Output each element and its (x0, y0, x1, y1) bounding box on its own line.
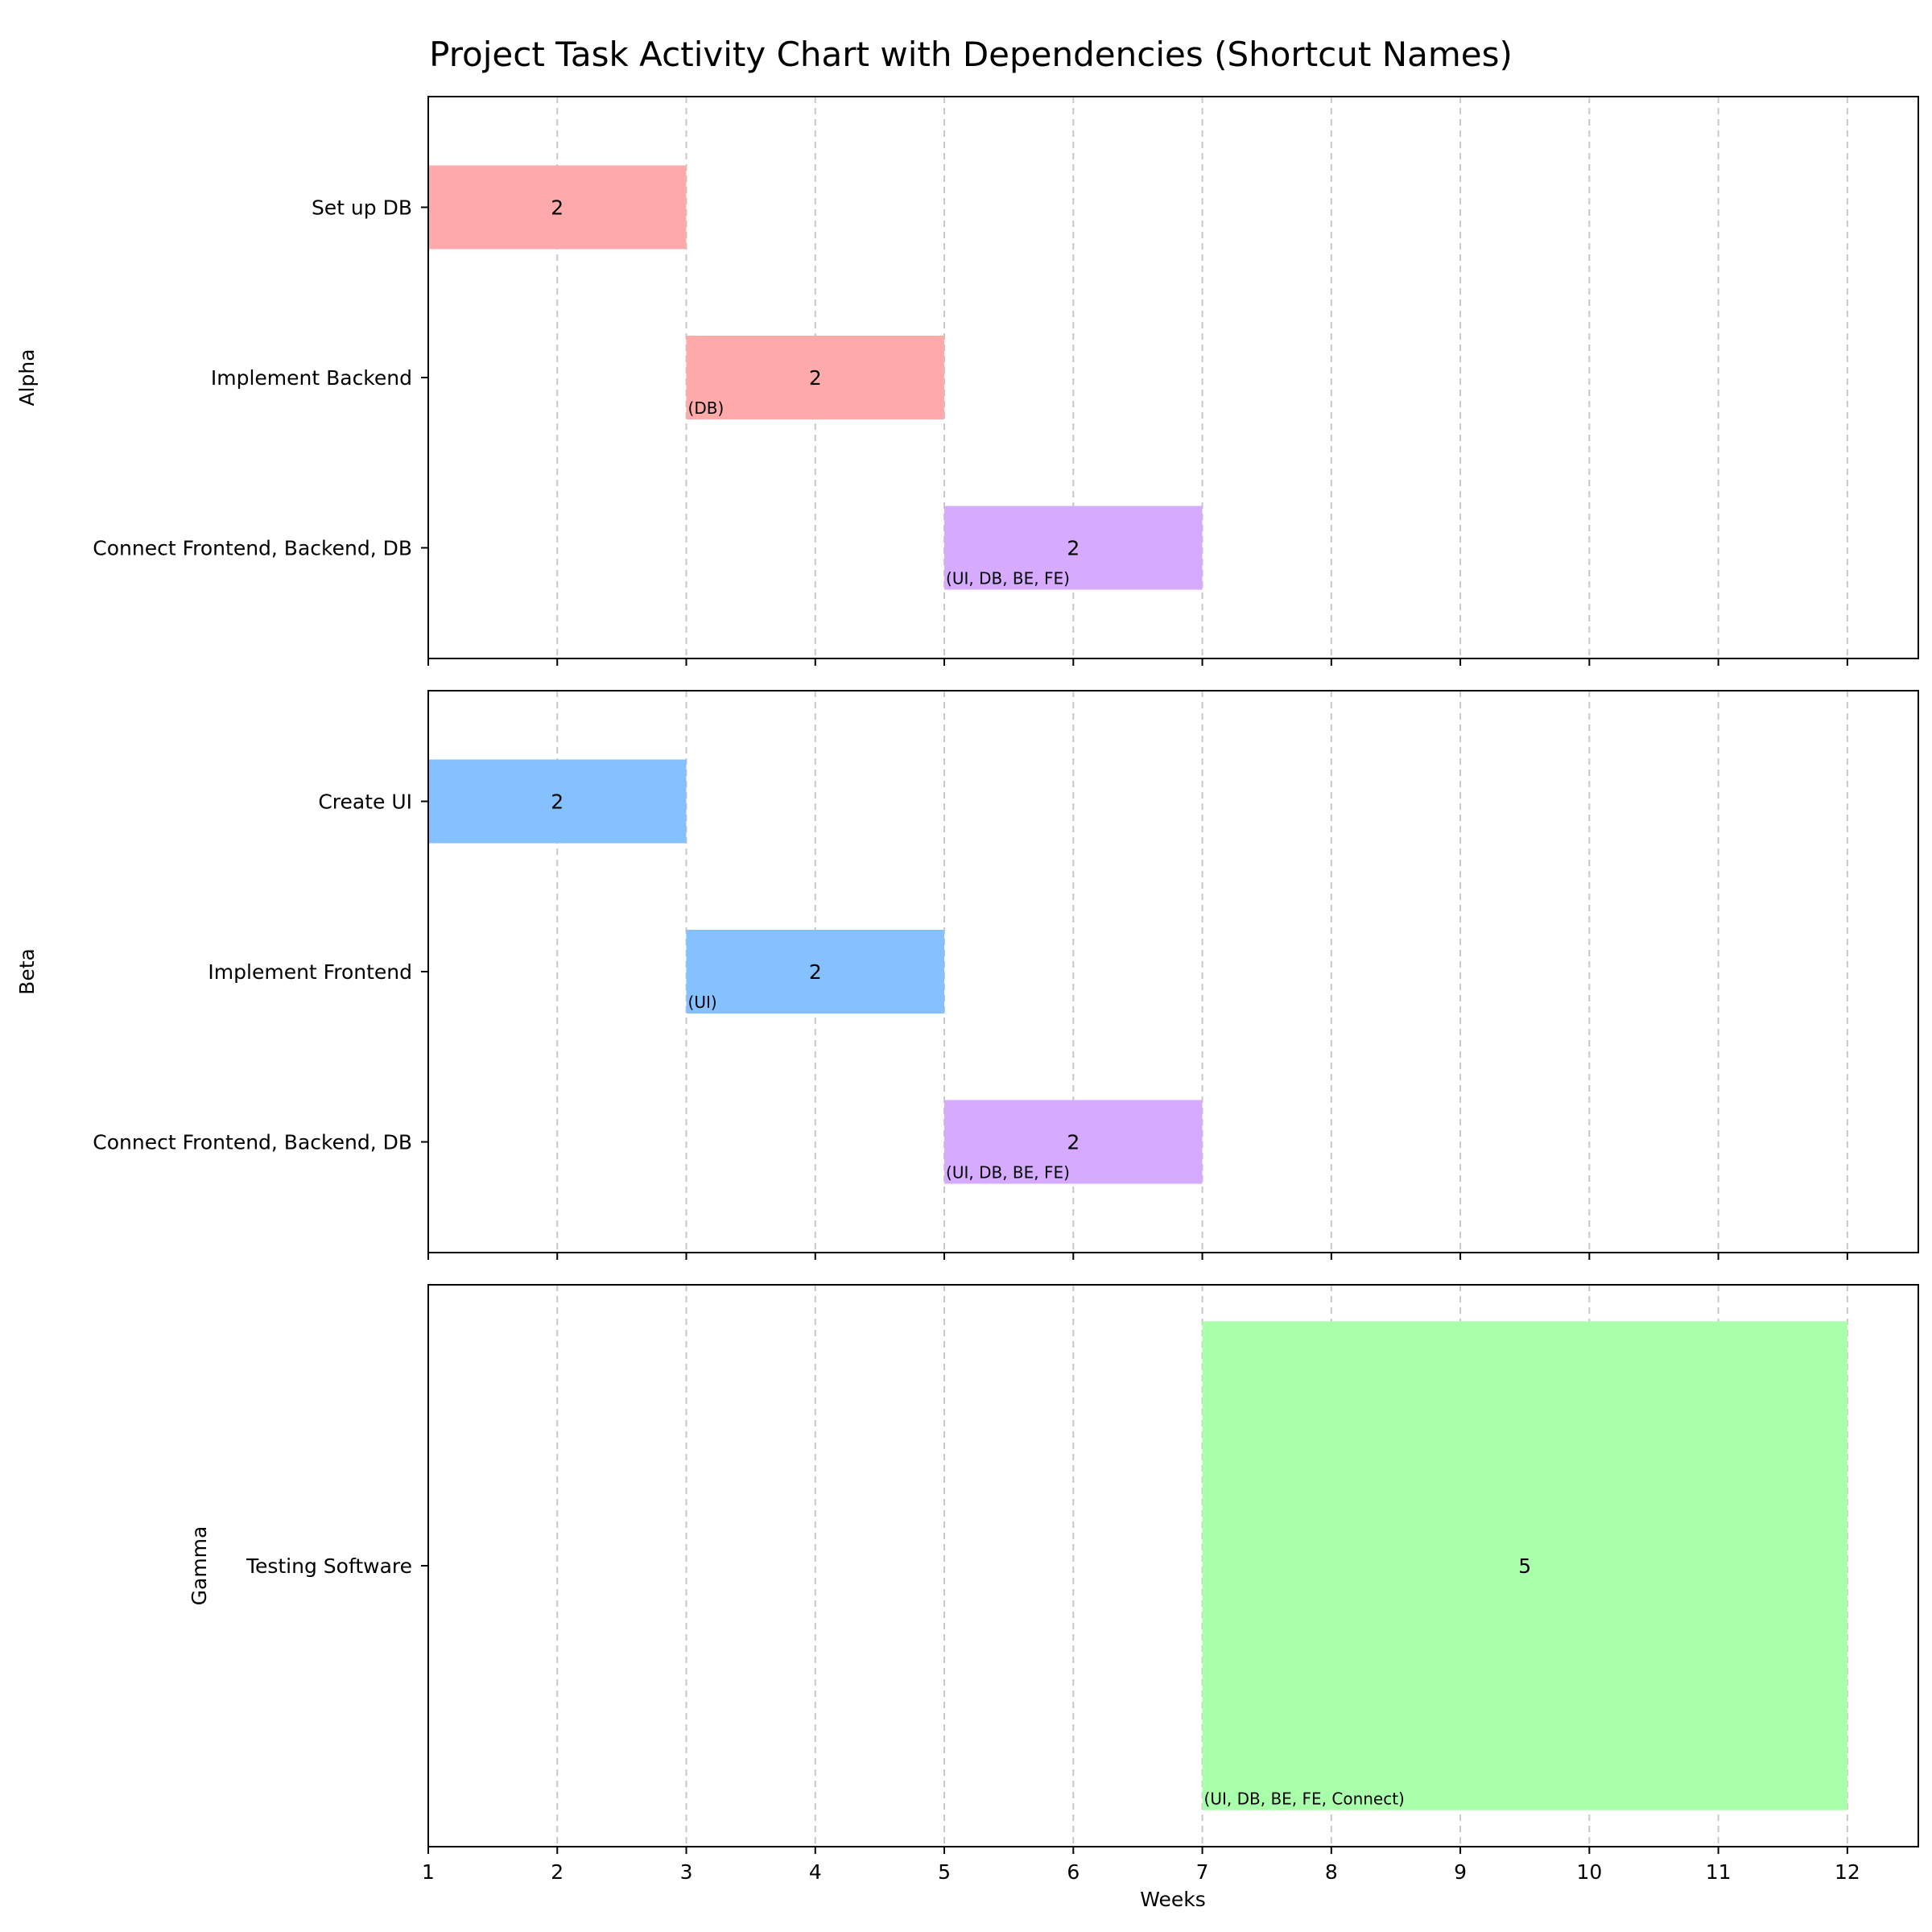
y-tick-label: Create UI (318, 790, 412, 813)
x-axis-label: Weeks (1140, 1888, 1206, 1911)
task-bar (1202, 1321, 1847, 1810)
y-tick-label: Set up DB (312, 196, 412, 219)
y-tick-label: Implement Frontend (208, 960, 412, 984)
duration-label: 5 (1518, 1554, 1531, 1578)
task-bar (428, 759, 687, 844)
dependency-label: (UI, DB, BE, FE) (946, 569, 1070, 588)
task-bar (428, 165, 687, 250)
dependency-label: (DB) (688, 398, 724, 418)
duration-label: 2 (1067, 1131, 1080, 1154)
task-bar (944, 1100, 1203, 1184)
x-tick-label: 6 (1067, 1860, 1080, 1884)
dependency-label: (UI) (688, 993, 717, 1012)
task-bar (686, 336, 945, 419)
x-tick-label: 2 (551, 1860, 564, 1884)
y-tick-label: Testing Software (246, 1554, 412, 1578)
panel-y-label: Alpha (15, 349, 39, 406)
panel-frame (427, 690, 1919, 1253)
x-tick-label: 4 (809, 1860, 822, 1884)
panel-y-label: Beta (15, 948, 39, 995)
y-tick-label: Connect Frontend, Backend, DB (93, 1131, 412, 1154)
panel-frame (427, 1284, 1919, 1847)
x-tick-label: 8 (1325, 1860, 1338, 1884)
panel-beta: 2 Create UI 2 (UI) Implement Frontend 2 (UI, D… (15, 690, 1919, 1260)
panel-frame (427, 96, 1919, 659)
dependency-label: (UI, DB, BE, FE) (946, 1163, 1070, 1183)
duration-label: 2 (1067, 537, 1080, 560)
x-tick-label: 10 (1576, 1860, 1602, 1884)
panel-gamma: 5 (UI, DB, BE, FE, Connect) Testing Softwa… (188, 1284, 1919, 1884)
duration-label: 2 (551, 196, 564, 219)
panel-alpha: 2 Set up DB 2 (DB) Implement Backend 2 (UI, DB… (15, 96, 1919, 666)
task-bar (686, 930, 945, 1013)
duration-label: 2 (551, 790, 564, 813)
duration-label: 2 (809, 960, 822, 984)
dependency-label: (UI, DB, BE, FE, Connect) (1204, 1790, 1405, 1809)
y-tick-label: Connect Frontend, Backend, DB (93, 537, 412, 560)
x-tick-label: 11 (1706, 1860, 1732, 1884)
chart-title: Project Task Activity Chart with Depende… (429, 35, 1513, 74)
x-tick-label: 12 (1835, 1860, 1860, 1884)
x-tick-label: 1 (422, 1860, 435, 1884)
x-tick-label: 7 (1196, 1860, 1209, 1884)
task-bar (944, 506, 1203, 590)
duration-label: 2 (809, 366, 822, 390)
panels-layer: 2 Set up DB 2 (DB) Implement Backend 2 (UI, DB… (15, 96, 1919, 1884)
x-tick-label: 5 (938, 1860, 951, 1884)
x-tick-label: 3 (680, 1860, 693, 1884)
y-tick-label: Implement Backend (211, 366, 412, 390)
x-tick-label: 9 (1454, 1860, 1467, 1884)
panel-y-label: Gamma (188, 1526, 211, 1606)
